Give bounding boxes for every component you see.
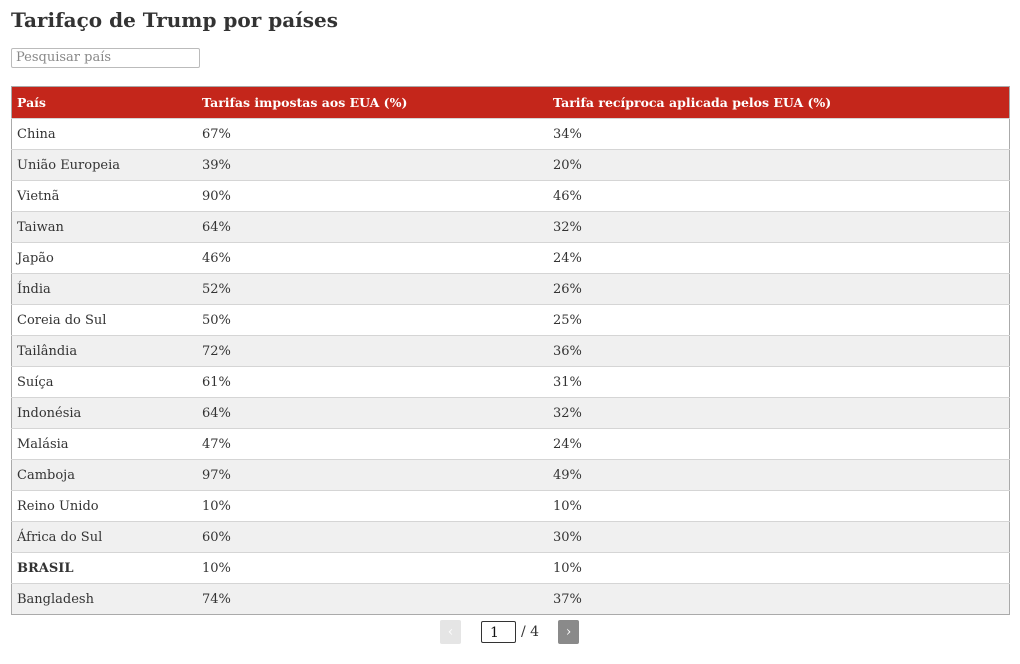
table-row: Camboja 97% 49% (11, 459, 1010, 491)
table-cell: 10% (548, 552, 1010, 584)
table-cell: Japão (11, 242, 197, 274)
table-cell: 37% (548, 583, 1010, 615)
table-row: Vietnã 90% 46% (11, 180, 1010, 212)
table-row: Tailândia 72% 36% (11, 335, 1010, 367)
page-title: Tarifaço de Trump por países (11, 8, 339, 32)
table-row: União Europeia 39% 20% (11, 149, 1010, 181)
table-cell: 46% (548, 180, 1010, 212)
table-cell: Bangladesh (11, 583, 197, 615)
column-header: Tarifas impostas aos EUA (%) (197, 86, 548, 119)
table-cell: Malásia (11, 428, 197, 460)
table-cell: 34% (548, 118, 1010, 150)
table-head: País Tarifas impostas aos EUA (%) Tarifa r… (11, 86, 1010, 119)
table-row: Índia 52% 26% (11, 273, 1010, 305)
table-cell: 10% (197, 490, 548, 522)
table-cell: 50% (197, 304, 548, 336)
table-row: África do Sul 60% 30% (11, 521, 1010, 553)
table-row: Reino Unido 10% 10% (11, 490, 1010, 522)
table-cell: 24% (548, 242, 1010, 274)
pagination: ‹ 1 / 4 › (440, 620, 580, 644)
table-body: China 67% 34% União Europeia 39% 20% Vietnã 90%… (11, 118, 1010, 615)
table-cell: Vietnã (11, 180, 197, 212)
table-cell: 67% (197, 118, 548, 150)
table-cell: Camboja (11, 459, 197, 491)
table-row: Japão 46% 24% (11, 242, 1010, 274)
table-cell: Coreia do Sul (11, 304, 197, 336)
table-cell: Índia (11, 273, 197, 305)
table-cell: 60% (197, 521, 548, 553)
table-row: Taiwan 64% 32% (11, 211, 1010, 243)
table-cell: 30% (548, 521, 1010, 553)
table-cell: 47% (197, 428, 548, 460)
table-row: Suíça 61% 31% (11, 366, 1010, 398)
next-button[interactable]: › (558, 620, 580, 644)
prev-button[interactable]: ‹ (440, 620, 461, 644)
table-cell: 64% (197, 397, 548, 429)
table-cell: 26% (548, 273, 1010, 305)
table-cell: 39% (197, 149, 548, 181)
table-cell: 31% (548, 366, 1010, 398)
search-input[interactable]: Pesquisar país (11, 48, 200, 68)
tariff-table: País Tarifas impostas aos EUA (%) Tarifa r… (11, 86, 1010, 615)
table-cell: 49% (548, 459, 1010, 491)
table-cell: Suíça (11, 366, 197, 398)
column-header: País (11, 86, 197, 119)
table-cell: Indonésia (11, 397, 197, 429)
search-placeholder: Pesquisar país (16, 50, 112, 65)
table-row: Indonésia 64% 32% (11, 397, 1010, 429)
table-cell: Tailândia (11, 335, 197, 367)
table-cell: 10% (197, 552, 548, 584)
table-cell: 74% (197, 583, 548, 615)
table-cell: 46% (197, 242, 548, 274)
table-cell: 36% (548, 335, 1010, 367)
table-cell: 61% (197, 366, 548, 398)
header-row: País Tarifas impostas aos EUA (%) Tarifa r… (11, 86, 1010, 119)
table-cell: 20% (548, 149, 1010, 181)
table-cell: China (11, 118, 197, 150)
table-cell: 25% (548, 304, 1010, 336)
page-input[interactable]: 1 (481, 621, 516, 643)
table-cell: 10% (548, 490, 1010, 522)
table-cell: Taiwan (11, 211, 197, 243)
column-header: Tarifa recíproca aplicada pelos EUA (%) (548, 86, 1010, 119)
table-row: Bangladesh 74% 37% (11, 583, 1010, 615)
table-cell: 32% (548, 397, 1010, 429)
table-cell: África do Sul (11, 521, 197, 553)
table-row: BRASIL 10% 10% (11, 552, 1010, 584)
table-cell: 32% (548, 211, 1010, 243)
table-cell: 64% (197, 211, 548, 243)
table-cell: 72% (197, 335, 548, 367)
table-cell: BRASIL (11, 552, 197, 584)
table-cell: 52% (197, 273, 548, 305)
table-cell: União Europeia (11, 149, 197, 181)
table-cell: 90% (197, 180, 548, 212)
page-total: / 4 (521, 624, 540, 640)
table-cell: 97% (197, 459, 548, 491)
table-row: Coreia do Sul 50% 25% (11, 304, 1010, 336)
table-row: Malásia 47% 24% (11, 428, 1010, 460)
table-cell: Reino Unido (11, 490, 197, 522)
table-row: China 67% 34% (11, 118, 1010, 150)
table-cell: 24% (548, 428, 1010, 460)
